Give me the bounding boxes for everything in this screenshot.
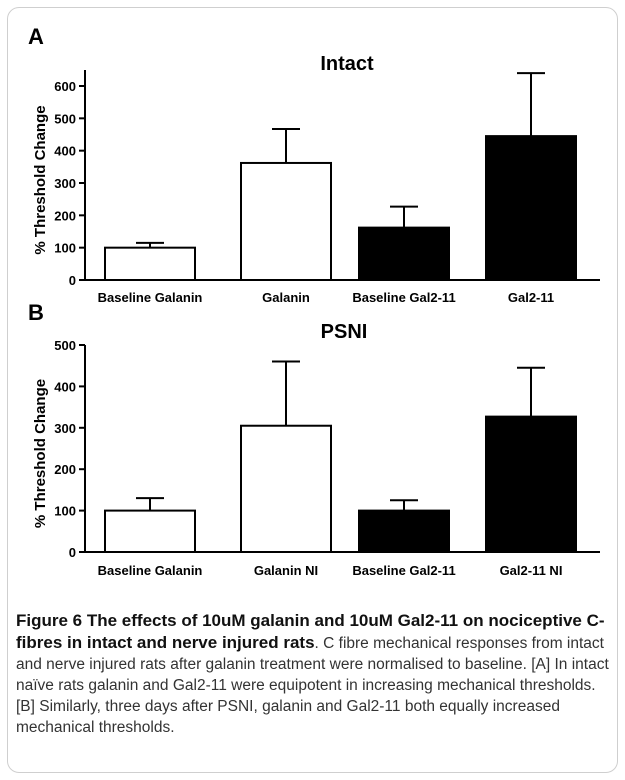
figure-caption: Figure 6 The effects of 10uM galanin and… — [16, 610, 611, 738]
panel-a-y-tick-label: 100 — [54, 241, 76, 256]
figure-charts: A Intact % Threshold Change 0 100 200 300 400 50… — [0, 0, 625, 605]
panel-b-y-tick-label: 300 — [54, 421, 76, 436]
panel-b-y-tick-label: 0 — [69, 545, 76, 560]
panel-b-y-tick-label: 200 — [54, 462, 76, 477]
panel-b-bar-4 — [486, 417, 576, 552]
panel-b-bar-3 — [359, 511, 449, 552]
panel-a-y-tick-label: 600 — [54, 79, 76, 94]
panel-a-y-tick-label: 300 — [54, 176, 76, 191]
panel-b-y-tick-label: 500 — [54, 338, 76, 353]
panel-a-bar-1 — [105, 248, 195, 280]
panel-a-bar-2 — [241, 163, 331, 280]
panel-a-title: Intact — [320, 53, 374, 75]
panel-a-category-label: Galanin — [262, 290, 310, 305]
panel-b-y-tick-label: 400 — [54, 379, 76, 394]
panel-b-category-label: Baseline Gal2-11 — [352, 563, 455, 578]
panel-b-title: PSNI — [321, 321, 368, 343]
panel-b-bar-1 — [105, 511, 195, 552]
panel-a-letter: A — [28, 24, 44, 49]
panel-b-category-label: Gal2-11 NI — [500, 563, 563, 578]
panel-b-bar-2 — [241, 426, 331, 552]
panel-b-category-label: Galanin NI — [254, 563, 318, 578]
panel-b-y-axis-label: % Threshold Change — [32, 379, 49, 528]
panel-b-letter: B — [28, 300, 44, 325]
panel-a-category-label: Gal2-11 — [508, 290, 554, 305]
panel-a-y-tick-label: 500 — [54, 111, 76, 126]
panel-a-category-label: Baseline Gal2-11 — [352, 290, 455, 305]
panel-a-category-label: Baseline Galanin — [98, 290, 203, 305]
panel-a-y-tick-label: 0 — [69, 273, 76, 288]
panel-a-y-tick-label: 400 — [54, 144, 76, 159]
panel-b-category-label: Baseline Galanin — [98, 563, 203, 578]
panel-a-y-tick-label: 200 — [54, 208, 76, 223]
panel-b-y-tick-label: 100 — [54, 504, 76, 519]
panel-a-bar-4 — [486, 136, 576, 280]
panel-a-y-axis-label: % Threshold Change — [32, 105, 49, 254]
panel-a-bar-3 — [359, 228, 449, 280]
